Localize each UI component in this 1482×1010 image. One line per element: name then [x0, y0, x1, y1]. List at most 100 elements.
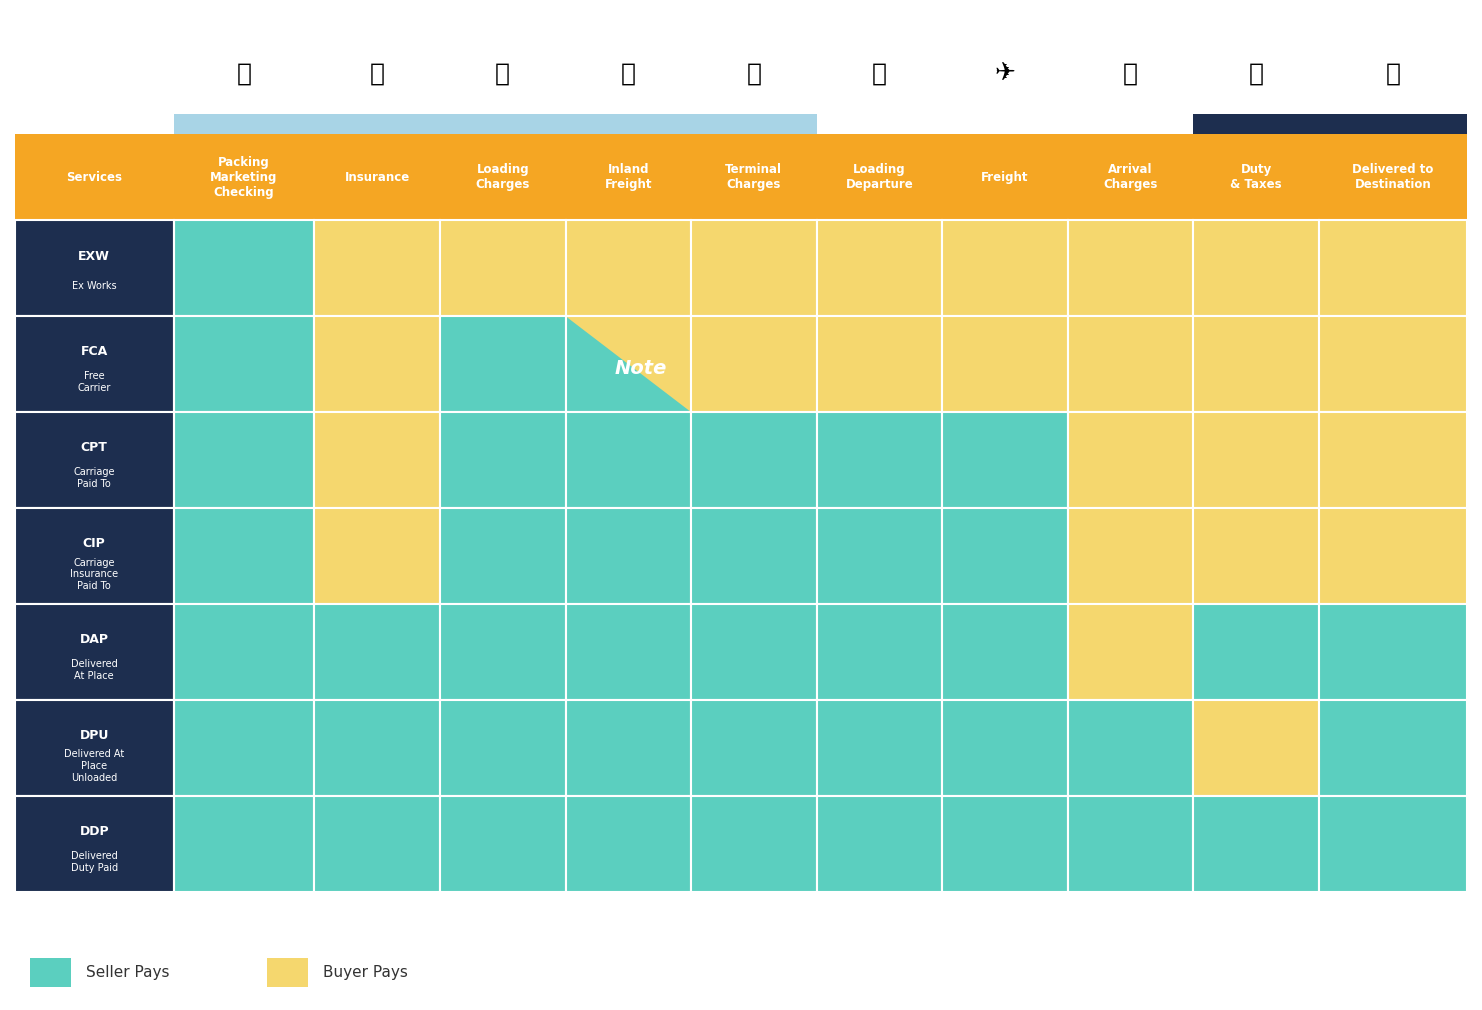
FancyBboxPatch shape [566, 412, 691, 508]
Text: Terminal
Charges: Terminal Charges [725, 164, 782, 191]
Text: DPU: DPU [80, 729, 110, 742]
FancyBboxPatch shape [440, 220, 566, 316]
FancyBboxPatch shape [691, 700, 817, 796]
Text: Services: Services [67, 171, 122, 184]
FancyBboxPatch shape [1193, 796, 1319, 892]
FancyBboxPatch shape [1067, 412, 1193, 508]
FancyBboxPatch shape [1193, 508, 1319, 604]
FancyBboxPatch shape [691, 508, 817, 604]
FancyBboxPatch shape [817, 316, 943, 412]
FancyBboxPatch shape [566, 220, 691, 316]
Text: Delivered
Duty Paid: Delivered Duty Paid [71, 851, 117, 873]
FancyBboxPatch shape [817, 412, 943, 508]
FancyBboxPatch shape [440, 700, 566, 796]
FancyBboxPatch shape [314, 134, 440, 146]
Text: 📦: 📦 [237, 62, 252, 85]
FancyBboxPatch shape [1319, 700, 1467, 796]
FancyBboxPatch shape [1319, 604, 1467, 700]
Text: Inland
Freight: Inland Freight [605, 164, 652, 191]
FancyBboxPatch shape [1193, 220, 1319, 316]
FancyBboxPatch shape [817, 700, 943, 796]
FancyBboxPatch shape [173, 316, 314, 412]
FancyBboxPatch shape [943, 134, 1067, 146]
FancyBboxPatch shape [566, 134, 691, 146]
Text: FCA: FCA [80, 345, 108, 359]
FancyBboxPatch shape [30, 958, 71, 987]
FancyBboxPatch shape [691, 134, 817, 220]
Text: Note: Note [615, 360, 667, 379]
Text: Ex Works: Ex Works [73, 282, 117, 291]
FancyBboxPatch shape [1193, 412, 1319, 508]
FancyBboxPatch shape [173, 508, 314, 604]
FancyBboxPatch shape [15, 700, 173, 796]
FancyBboxPatch shape [15, 134, 173, 220]
FancyBboxPatch shape [943, 134, 1067, 220]
Text: 💰: 💰 [747, 62, 762, 85]
FancyBboxPatch shape [1319, 412, 1467, 508]
FancyBboxPatch shape [566, 604, 691, 700]
Text: 🚢: 🚢 [871, 62, 886, 85]
FancyBboxPatch shape [817, 134, 943, 220]
FancyBboxPatch shape [15, 134, 173, 146]
Text: ✈: ✈ [994, 62, 1015, 85]
FancyBboxPatch shape [817, 508, 943, 604]
Text: 🧮: 🧮 [1386, 62, 1400, 85]
FancyBboxPatch shape [1067, 604, 1193, 700]
FancyBboxPatch shape [1319, 316, 1467, 412]
FancyBboxPatch shape [691, 134, 817, 146]
FancyBboxPatch shape [817, 604, 943, 700]
Text: CIP: CIP [83, 537, 105, 550]
FancyBboxPatch shape [1319, 134, 1467, 220]
FancyBboxPatch shape [440, 796, 566, 892]
FancyBboxPatch shape [566, 508, 691, 604]
FancyBboxPatch shape [173, 114, 817, 136]
FancyBboxPatch shape [267, 958, 308, 987]
Text: 🚚: 🚚 [621, 62, 636, 85]
Text: DAP: DAP [80, 633, 108, 646]
FancyBboxPatch shape [1067, 316, 1193, 412]
FancyBboxPatch shape [1193, 604, 1319, 700]
FancyBboxPatch shape [15, 220, 173, 316]
FancyBboxPatch shape [440, 508, 566, 604]
FancyBboxPatch shape [314, 220, 440, 316]
FancyBboxPatch shape [440, 134, 566, 220]
Text: Seller Pays: Seller Pays [86, 966, 169, 980]
FancyBboxPatch shape [1193, 114, 1467, 136]
FancyBboxPatch shape [691, 604, 817, 700]
FancyBboxPatch shape [173, 134, 314, 220]
FancyBboxPatch shape [173, 412, 314, 508]
FancyBboxPatch shape [314, 316, 440, 412]
Text: Carriage
Insurance
Paid To: Carriage Insurance Paid To [70, 558, 119, 591]
FancyBboxPatch shape [1067, 220, 1193, 316]
FancyBboxPatch shape [691, 796, 817, 892]
FancyBboxPatch shape [566, 796, 691, 892]
FancyBboxPatch shape [1319, 220, 1467, 316]
FancyBboxPatch shape [566, 316, 691, 412]
FancyBboxPatch shape [1067, 134, 1193, 146]
FancyBboxPatch shape [1067, 508, 1193, 604]
FancyBboxPatch shape [817, 220, 943, 316]
FancyBboxPatch shape [1067, 134, 1193, 220]
Text: Delivered
At Place: Delivered At Place [71, 660, 117, 681]
FancyBboxPatch shape [440, 604, 566, 700]
Text: Delivered At
Place
Unloaded: Delivered At Place Unloaded [64, 749, 124, 783]
FancyBboxPatch shape [173, 796, 314, 892]
Text: Free
Carrier: Free Carrier [77, 372, 111, 393]
FancyBboxPatch shape [15, 412, 173, 508]
FancyBboxPatch shape [314, 604, 440, 700]
FancyBboxPatch shape [1193, 134, 1319, 146]
FancyBboxPatch shape [314, 412, 440, 508]
FancyBboxPatch shape [15, 316, 173, 412]
Text: Packing
Marketing
Checking: Packing Marketing Checking [210, 156, 277, 199]
FancyBboxPatch shape [943, 796, 1067, 892]
FancyBboxPatch shape [314, 700, 440, 796]
FancyBboxPatch shape [173, 604, 314, 700]
Text: Arrival
Charges: Arrival Charges [1104, 164, 1157, 191]
Text: Carriage
Paid To: Carriage Paid To [74, 468, 116, 489]
Text: Delivered to
Destination: Delivered to Destination [1353, 164, 1433, 191]
FancyBboxPatch shape [943, 220, 1067, 316]
FancyBboxPatch shape [817, 134, 943, 146]
Text: Buyer Pays: Buyer Pays [323, 966, 408, 980]
FancyBboxPatch shape [173, 220, 314, 316]
FancyBboxPatch shape [440, 412, 566, 508]
